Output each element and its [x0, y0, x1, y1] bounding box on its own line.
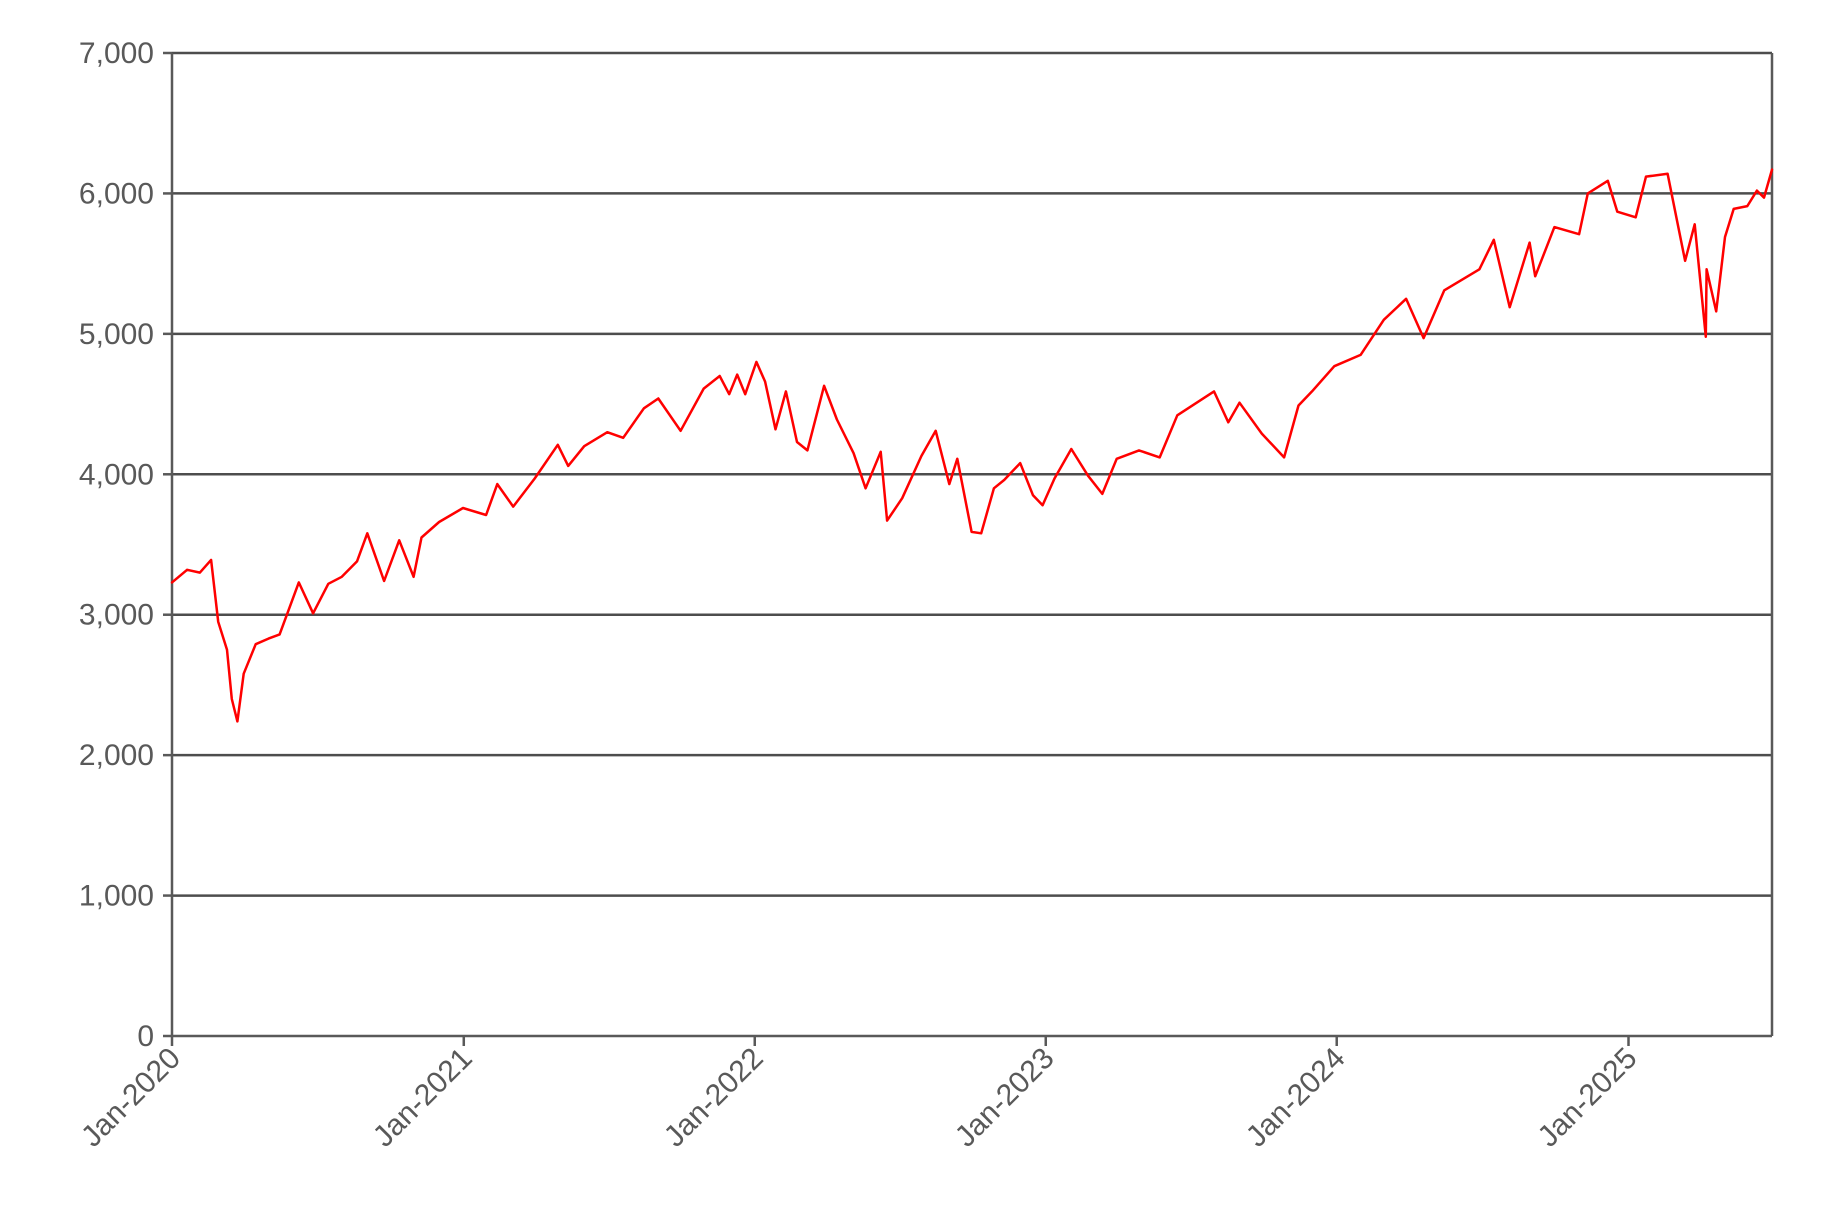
- y-tick-label: 2,000: [79, 739, 154, 772]
- y-tick-label: 7,000: [79, 37, 154, 70]
- y-tick-label: 0: [137, 1020, 154, 1053]
- y-tick-label: 5,000: [79, 318, 154, 351]
- y-tick-label: 3,000: [79, 599, 154, 632]
- axes: [163, 51, 1774, 1046]
- gridlines: [172, 51, 1772, 897]
- y-tick-label: 4,000: [79, 458, 154, 491]
- y-tick-label: 1,000: [79, 880, 154, 913]
- y-axis-tick-labels: 0 1,000 2,000 3,000 4,000 5,000 6,000 7,000: [79, 37, 154, 1053]
- series: [170, 168, 1774, 723]
- y-tick-label: 6,000: [79, 177, 154, 210]
- series-line-0: [170, 168, 1774, 723]
